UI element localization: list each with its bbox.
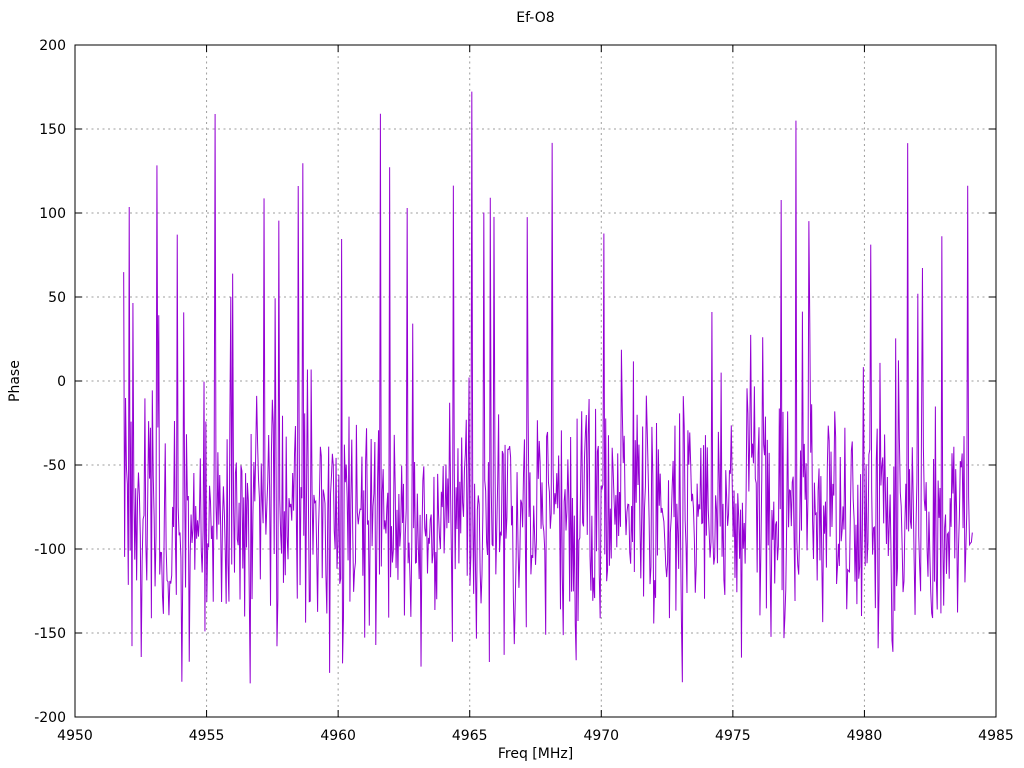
chart-title: Ef-O8 (516, 10, 555, 26)
x-tick-label: 4970 (583, 728, 619, 744)
y-tick-label: -200 (34, 710, 66, 726)
y-tick-label: 100 (39, 206, 66, 222)
x-tick-label: 4950 (57, 728, 93, 744)
y-tick-label: 150 (39, 122, 66, 138)
x-tick-label: 4985 (978, 728, 1014, 744)
y-tick-label: 50 (48, 290, 66, 306)
x-tick-label: 4965 (452, 728, 488, 744)
y-tick-label: 0 (57, 374, 66, 390)
x-tick-label: 4980 (847, 728, 883, 744)
x-axis-label: Freq [MHz] (497, 746, 574, 762)
y-tick-label: 200 (39, 38, 66, 54)
phase-trace (123, 91, 973, 684)
x-tick-label: 4955 (189, 728, 225, 744)
y-tick-label: -50 (43, 458, 66, 474)
x-tick-label: 4960 (320, 728, 356, 744)
y-tick-label: -150 (34, 626, 66, 642)
x-tick-label: 4975 (715, 728, 751, 744)
y-tick-label: -100 (34, 542, 66, 558)
